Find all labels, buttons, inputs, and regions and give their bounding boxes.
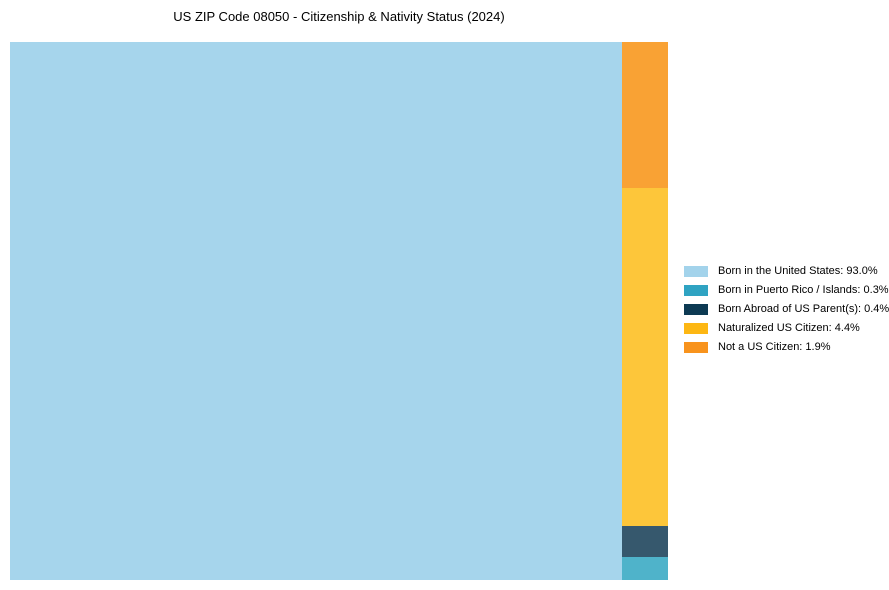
legend-swatch-born-in-puerto-rico-islands	[684, 285, 708, 296]
legend-row-not-a-us-citizen: Not a US Citizen: 1.9%	[684, 341, 889, 354]
legend-swatch-born-abroad-of-us-parent-s	[684, 304, 708, 315]
treemap-block-naturalized-us-citizen	[621, 188, 668, 527]
legend-label-not-a-us-citizen: Not a US Citizen: 1.9%	[718, 341, 831, 353]
legend-label-born-in-the-united-states: Born in the United States: 93.0%	[718, 265, 878, 277]
legend-row-naturalized-us-citizen: Naturalized US Citizen: 4.4%	[684, 322, 889, 335]
legend-label-naturalized-us-citizen: Naturalized US Citizen: 4.4%	[718, 322, 860, 334]
treemap-block-born-in-the-united-states	[10, 42, 622, 580]
legend-row-born-abroad-of-us-parent-s: Born Abroad of US Parent(s): 0.4%	[684, 303, 889, 316]
treemap-block-born-abroad-of-us-parent-s	[621, 526, 668, 557]
legend-swatch-naturalized-us-citizen	[684, 323, 708, 334]
treemap-block-born-in-puerto-rico-islands	[621, 556, 668, 580]
legend-row-born-in-the-united-states: Born in the United States: 93.0%	[684, 265, 889, 278]
chart-title: US ZIP Code 08050 - Citizenship & Nativi…	[173, 9, 505, 24]
treemap-plot	[10, 42, 668, 580]
legend-label-born-in-puerto-rico-islands: Born in Puerto Rico / Islands: 0.3%	[718, 284, 889, 296]
treemap-block-not-a-us-citizen	[621, 42, 668, 189]
legend-swatch-born-in-the-united-states	[684, 266, 708, 277]
legend-row-born-in-puerto-rico-islands: Born in Puerto Rico / Islands: 0.3%	[684, 284, 889, 297]
chart-legend: Born in the United States: 93.0% Born in …	[684, 265, 889, 354]
legend-swatch-not-a-us-citizen	[684, 342, 708, 353]
legend-label-born-abroad-of-us-parent-s: Born Abroad of US Parent(s): 0.4%	[718, 303, 889, 315]
